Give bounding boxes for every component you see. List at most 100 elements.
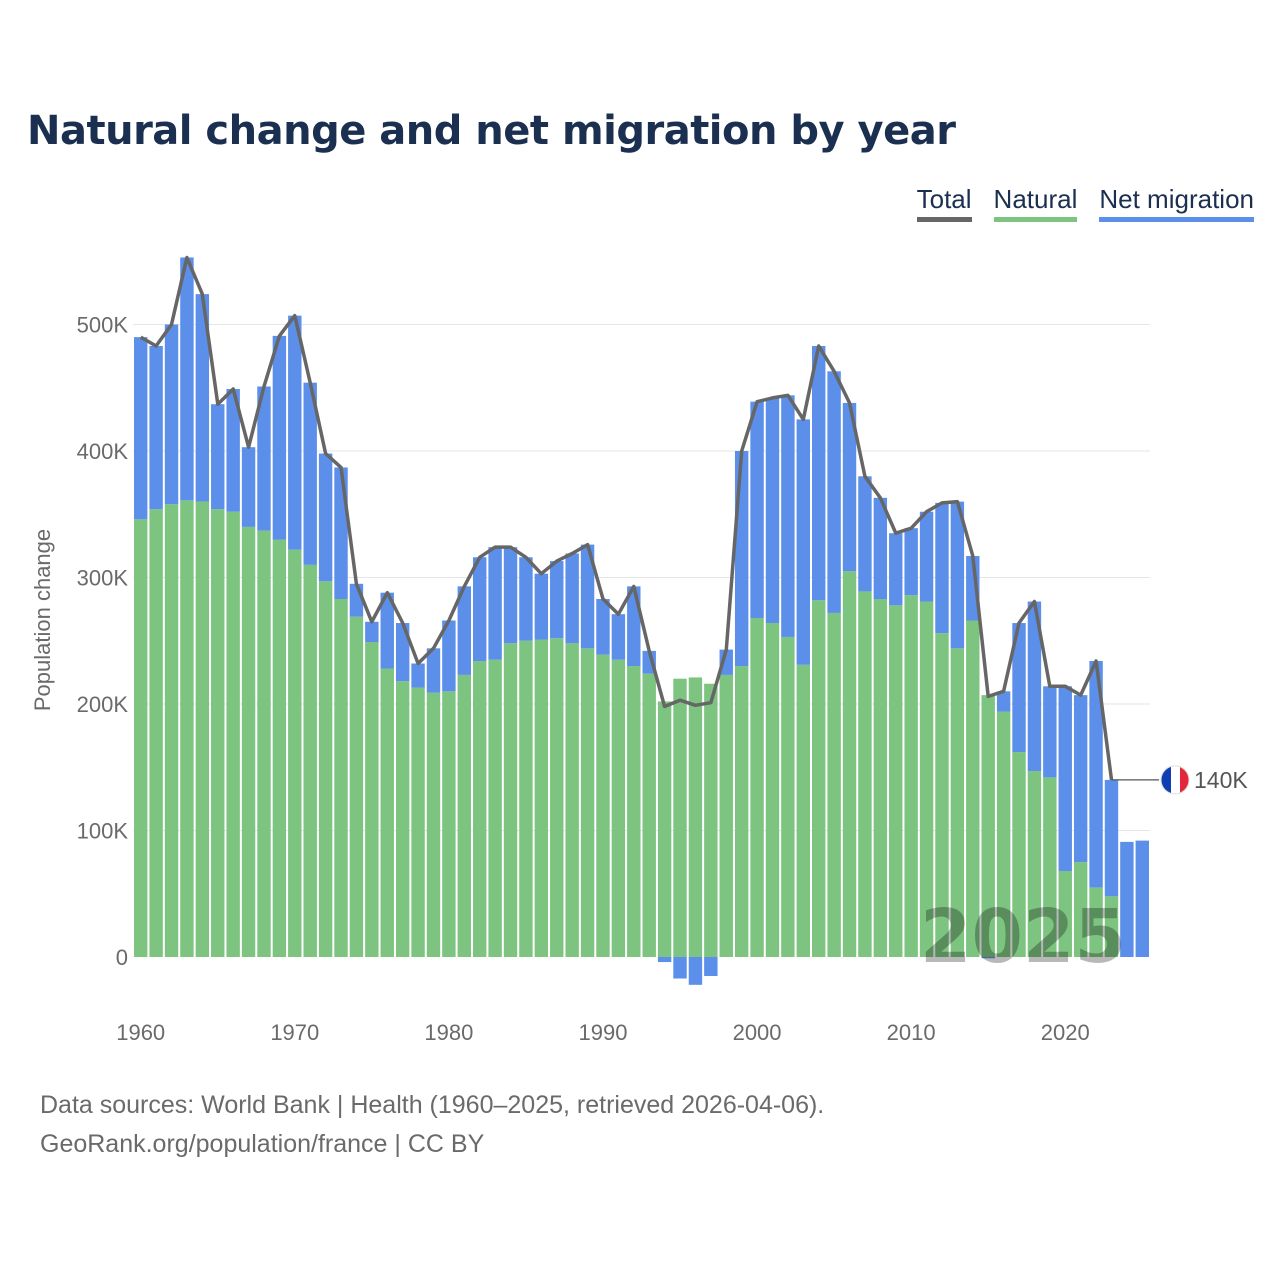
bar-natural — [334, 599, 348, 957]
bar-natural — [889, 605, 903, 957]
bar-net-migration — [519, 557, 533, 641]
bar-natural — [1104, 896, 1119, 957]
bar-net-migration — [442, 620, 456, 692]
legend-item-total[interactable]: Total — [916, 184, 972, 222]
bar-net-migration — [781, 395, 795, 637]
bar-natural — [904, 595, 918, 957]
bar-natural — [180, 500, 194, 957]
annotation: 140K — [1111, 765, 1248, 795]
bar-net-migration — [688, 957, 703, 985]
bar-net-migration — [580, 544, 595, 649]
bar-net-migration — [796, 419, 810, 665]
bar-natural — [380, 668, 394, 957]
bar-net-migration — [889, 533, 903, 606]
x-tick-label: 1970 — [270, 1020, 319, 1045]
credit-link[interactable]: GeoRank.org/population/france | CC BY — [40, 1130, 485, 1158]
data-sources: Data sources: World Bank | Health (1960–… — [40, 1091, 825, 1119]
bar-net-migration — [858, 476, 872, 592]
y-tick-label: 500K — [77, 313, 129, 338]
bar-natural — [611, 659, 626, 957]
bar-net-migration — [827, 371, 841, 613]
bar-net-migration — [426, 648, 441, 693]
bar-natural — [627, 666, 641, 957]
bar-net-migration — [488, 547, 502, 660]
legend-item-natural[interactable]: Natural — [993, 184, 1078, 222]
page-title: Natural change and net migration by year — [27, 108, 956, 154]
grid-lines — [133, 324, 1150, 831]
bar-natural — [349, 616, 364, 957]
bar-net-migration — [611, 614, 626, 660]
bar-natural — [935, 633, 949, 957]
bar-natural — [457, 674, 471, 957]
bar-natural — [950, 648, 965, 957]
bar-net-migration — [1073, 695, 1088, 863]
bar-natural — [473, 660, 487, 957]
bar-net-migration — [457, 586, 471, 675]
bar-net-migration — [812, 346, 826, 601]
bars — [134, 257, 1149, 985]
bar-net-migration — [134, 337, 148, 520]
footer: Data sources: World Bank | Health (1960–… — [40, 1086, 824, 1164]
bar-net-migration — [288, 315, 302, 550]
bar-net-migration — [211, 404, 225, 510]
bar-natural — [842, 571, 857, 957]
bar-natural — [442, 691, 456, 957]
bar-natural — [519, 640, 533, 957]
chart: 0 100K 200K 300K 400K 500K 1960 1970 1980 1990 200… — [30, 255, 1248, 1045]
annotation-label: 140K — [1194, 767, 1248, 793]
bar-natural — [580, 648, 595, 957]
bar-natural — [241, 526, 256, 957]
bar-net-migration — [241, 447, 256, 527]
bar-net-migration — [380, 592, 394, 669]
y-tick-label: 400K — [77, 439, 129, 464]
bar-natural — [550, 638, 564, 957]
bar-net-migration — [1135, 840, 1149, 957]
bar-net-migration — [1089, 660, 1103, 888]
france-flag-icon — [1160, 765, 1190, 795]
bar-net-migration — [673, 957, 687, 979]
bar-natural — [1058, 870, 1072, 957]
bar-natural — [642, 673, 656, 957]
bar-net-migration — [303, 382, 317, 565]
x-tick-label: 2010 — [887, 1020, 936, 1045]
bar-net-migration — [149, 346, 163, 510]
legend: Total Natural Net migration — [916, 184, 1254, 222]
bar-net-migration — [873, 497, 888, 600]
x-tick-label: 1990 — [579, 1020, 628, 1045]
year-watermark: 2025 — [920, 894, 1126, 980]
bar-natural — [1073, 862, 1088, 957]
bar-net-migration — [935, 502, 949, 634]
x-tick-label: 1960 — [116, 1020, 165, 1045]
bar-net-migration — [1043, 686, 1057, 778]
y-tick-label: 100K — [77, 819, 129, 844]
bar-natural — [211, 509, 225, 957]
bar-net-migration — [411, 663, 425, 688]
bar-natural — [411, 687, 425, 957]
bar-natural — [303, 564, 317, 957]
bar-natural — [149, 509, 163, 957]
bar-natural — [534, 639, 549, 957]
bar-natural — [858, 591, 872, 957]
bar-net-migration — [750, 401, 764, 618]
bar-net-migration — [349, 583, 364, 617]
bar-natural — [827, 612, 841, 957]
bar-natural — [272, 539, 287, 957]
bar-net-migration — [981, 957, 995, 959]
bar-natural — [1089, 887, 1103, 957]
bar-net-migration — [919, 511, 934, 602]
bar-net-migration — [704, 957, 718, 976]
bar-net-migration — [195, 294, 210, 502]
bar-natural — [226, 511, 240, 957]
bar-net-migration — [318, 453, 333, 582]
bar-natural — [981, 695, 995, 957]
bar-natural — [365, 642, 379, 957]
bar-natural — [318, 581, 333, 957]
x-tick-label: 2000 — [733, 1020, 782, 1045]
bar-natural — [688, 677, 703, 957]
bar-natural — [1043, 777, 1057, 957]
bar-net-migration — [1058, 686, 1072, 871]
bar-net-migration — [257, 386, 271, 531]
bar-natural — [503, 643, 518, 957]
bar-net-migration — [180, 257, 194, 501]
legend-item-net-migration[interactable]: Net migration — [1099, 184, 1254, 222]
